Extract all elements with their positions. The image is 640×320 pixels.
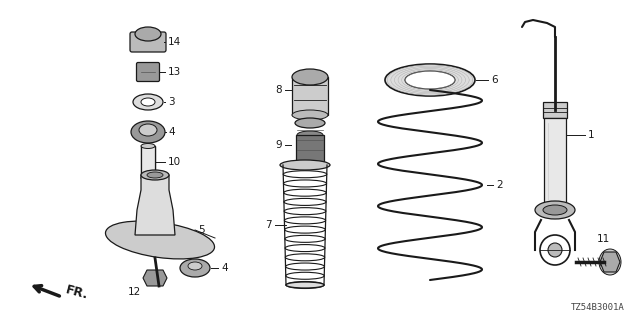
Text: 13: 13 — [168, 67, 181, 77]
Ellipse shape — [292, 110, 328, 120]
Ellipse shape — [385, 64, 475, 96]
Ellipse shape — [106, 221, 214, 259]
Ellipse shape — [543, 205, 567, 215]
Ellipse shape — [139, 124, 157, 136]
Bar — [296, 135, 324, 165]
Text: 6: 6 — [491, 75, 498, 85]
Text: 11: 11 — [596, 234, 610, 244]
Ellipse shape — [135, 27, 161, 41]
Ellipse shape — [296, 161, 324, 169]
Bar — [543, 102, 567, 118]
Polygon shape — [135, 175, 175, 235]
Ellipse shape — [188, 262, 202, 270]
Text: 4: 4 — [168, 127, 175, 137]
Ellipse shape — [180, 259, 210, 277]
Ellipse shape — [548, 243, 562, 257]
Ellipse shape — [147, 172, 163, 178]
Polygon shape — [600, 252, 620, 272]
Ellipse shape — [280, 160, 330, 170]
Text: 8: 8 — [275, 85, 282, 95]
Text: 7: 7 — [266, 220, 272, 230]
Text: 12: 12 — [128, 287, 141, 297]
Text: FR.: FR. — [64, 284, 90, 302]
Text: 14: 14 — [168, 37, 181, 47]
Ellipse shape — [286, 282, 324, 288]
Text: 4: 4 — [221, 263, 228, 273]
Text: 2: 2 — [496, 180, 502, 190]
Text: 5: 5 — [198, 225, 205, 235]
FancyBboxPatch shape — [136, 62, 159, 82]
Text: 1: 1 — [588, 130, 595, 140]
FancyBboxPatch shape — [130, 32, 166, 52]
Ellipse shape — [141, 98, 155, 106]
Ellipse shape — [297, 131, 323, 139]
Ellipse shape — [295, 118, 325, 128]
Ellipse shape — [292, 69, 328, 85]
Text: TZ54B3001A: TZ54B3001A — [572, 303, 625, 312]
Ellipse shape — [131, 121, 165, 143]
Text: 9: 9 — [275, 140, 282, 150]
Polygon shape — [143, 270, 167, 286]
Text: 3: 3 — [168, 97, 175, 107]
Ellipse shape — [599, 249, 621, 275]
Ellipse shape — [405, 71, 455, 89]
Ellipse shape — [535, 201, 575, 219]
Bar — [141, 146, 155, 178]
Bar — [292, 77, 328, 115]
Ellipse shape — [141, 175, 155, 180]
Ellipse shape — [133, 94, 163, 110]
Ellipse shape — [141, 143, 155, 148]
Bar — [544, 118, 566, 205]
Text: 10: 10 — [168, 157, 181, 167]
Ellipse shape — [141, 170, 169, 180]
